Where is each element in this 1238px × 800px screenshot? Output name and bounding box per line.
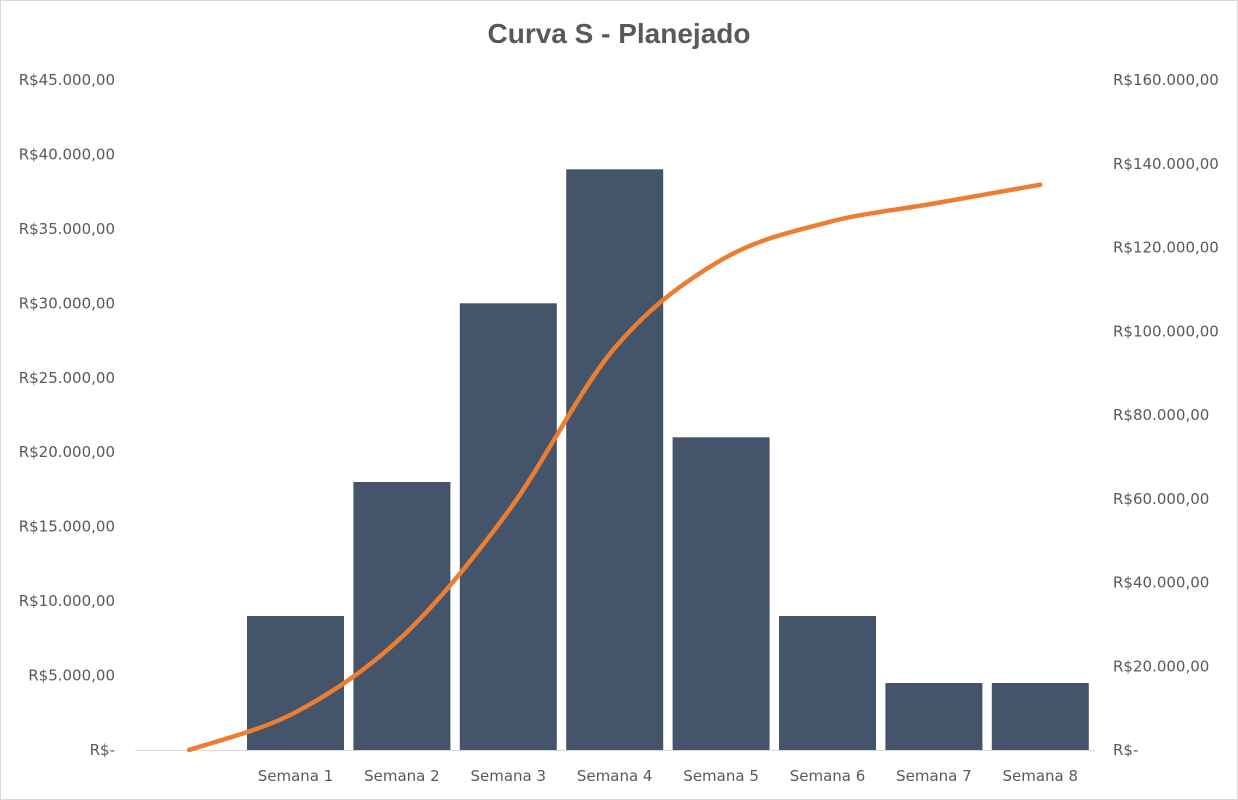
right-tick-label: R$120.000,00 bbox=[1113, 239, 1219, 257]
left-tick-label: R$40.000,00 bbox=[19, 145, 115, 163]
bar-5 bbox=[672, 437, 770, 750]
bar-3 bbox=[459, 303, 557, 750]
right-tick-label: R$80.000,00 bbox=[1113, 406, 1209, 424]
left-tick-label: R$10.000,00 bbox=[19, 592, 115, 610]
x-tick-label: Semana 5 bbox=[683, 767, 759, 785]
x-tick-label: Semana 4 bbox=[577, 767, 653, 785]
right-tick-label: R$160.000,00 bbox=[1113, 71, 1219, 89]
left-tick-label: R$15.000,00 bbox=[19, 518, 115, 536]
x-tick-label: Semana 2 bbox=[364, 767, 440, 785]
left-tick-label: R$30.000,00 bbox=[19, 294, 115, 312]
right-tick-label: R$100.000,00 bbox=[1113, 322, 1219, 340]
x-tick-label: Semana 8 bbox=[1003, 767, 1079, 785]
x-axis-ticks: Semana 1 Semana 2 Semana 3 Semana 4 Semana 5… bbox=[258, 767, 1078, 785]
left-tick-label: R$25.000,00 bbox=[19, 369, 115, 387]
bar-4 bbox=[566, 169, 664, 751]
right-tick-label: R$20.000,00 bbox=[1113, 657, 1209, 675]
x-tick-label: Semana 3 bbox=[471, 767, 547, 785]
x-tick-label: Semana 7 bbox=[896, 767, 972, 785]
bar-2 bbox=[353, 482, 451, 750]
x-tick-label: Semana 1 bbox=[258, 767, 334, 785]
left-tick-label: R$5.000,00 bbox=[28, 667, 115, 685]
bar-8 bbox=[991, 683, 1089, 750]
left-axis-ticks: R$- R$5.000,00 R$10.000,00 R$15.000,00 R$20.… bbox=[19, 71, 115, 759]
right-tick-label: R$40.000,00 bbox=[1113, 574, 1209, 592]
bars-layer bbox=[247, 169, 1089, 751]
right-tick-label: R$60.000,00 bbox=[1113, 490, 1209, 508]
right-axis-ticks: R$- R$20.000,00 R$40.000,00 R$60.000,00 R$80… bbox=[1113, 71, 1219, 759]
x-tick-label: Semana 6 bbox=[790, 767, 866, 785]
left-tick-label: R$20.000,00 bbox=[19, 443, 115, 461]
bar-7 bbox=[885, 683, 983, 750]
left-tick-label: R$35.000,00 bbox=[19, 220, 115, 238]
left-tick-label: R$- bbox=[90, 741, 115, 759]
bar-6 bbox=[779, 616, 876, 750]
right-tick-label: R$- bbox=[1113, 741, 1138, 759]
left-tick-label: R$45.000,00 bbox=[19, 71, 115, 89]
bar-1 bbox=[247, 616, 344, 750]
cumulative-line-series bbox=[186, 182, 1043, 753]
chart-title: Curva S - Planejado bbox=[487, 18, 751, 49]
right-tick-label: R$140.000,00 bbox=[1113, 155, 1219, 173]
